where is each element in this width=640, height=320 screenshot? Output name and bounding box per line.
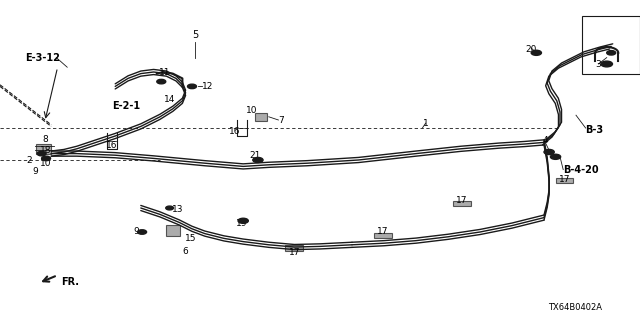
Text: 16: 16 (106, 141, 118, 150)
Text: E-3-12: E-3-12 (26, 52, 60, 63)
Bar (374, 233, 392, 238)
Text: 17: 17 (559, 175, 570, 184)
Bar (285, 245, 303, 251)
Bar (166, 225, 180, 236)
Text: B-4-20: B-4-20 (563, 164, 599, 175)
Text: 10: 10 (246, 106, 257, 115)
Text: 18: 18 (40, 146, 52, 155)
Circle shape (37, 151, 46, 156)
Text: 1: 1 (423, 119, 428, 128)
Text: 9: 9 (33, 167, 38, 176)
Text: 16: 16 (228, 127, 240, 136)
Circle shape (238, 218, 248, 223)
Bar (36, 144, 51, 154)
Circle shape (138, 230, 147, 234)
Circle shape (531, 50, 541, 55)
Circle shape (601, 61, 612, 67)
Bar (582, 16, 640, 74)
Bar (255, 113, 267, 121)
Circle shape (544, 149, 554, 155)
Text: 9: 9 (134, 228, 140, 236)
Text: 15: 15 (185, 234, 196, 243)
Text: FR.: FR. (61, 276, 79, 287)
Text: 14: 14 (164, 95, 175, 104)
Text: 17: 17 (377, 228, 388, 236)
Text: TX64B0402A: TX64B0402A (548, 303, 602, 312)
Text: 20: 20 (525, 45, 537, 54)
Text: 17: 17 (456, 196, 468, 204)
Text: 3: 3 (596, 60, 601, 68)
Text: E-2-1: E-2-1 (112, 100, 140, 111)
Text: 21: 21 (249, 151, 260, 160)
Bar (453, 201, 471, 206)
Circle shape (253, 157, 263, 163)
Text: 2: 2 (26, 156, 31, 164)
Text: 17: 17 (289, 248, 300, 257)
Text: 10: 10 (40, 159, 52, 168)
Text: 6: 6 (183, 247, 188, 256)
Circle shape (42, 156, 51, 161)
Text: 7: 7 (278, 116, 284, 124)
Text: 12: 12 (202, 82, 213, 91)
Circle shape (188, 84, 196, 89)
Text: 11: 11 (159, 68, 171, 76)
Bar (556, 178, 573, 183)
Circle shape (550, 154, 561, 159)
Text: 8: 8 (42, 135, 47, 144)
Text: B-3: B-3 (586, 124, 604, 135)
Text: 5: 5 (192, 30, 198, 40)
Text: 4: 4 (543, 136, 548, 145)
Text: 13: 13 (172, 205, 183, 214)
Text: 19: 19 (236, 220, 248, 228)
Circle shape (157, 79, 166, 84)
Circle shape (166, 206, 173, 210)
Circle shape (607, 51, 616, 55)
